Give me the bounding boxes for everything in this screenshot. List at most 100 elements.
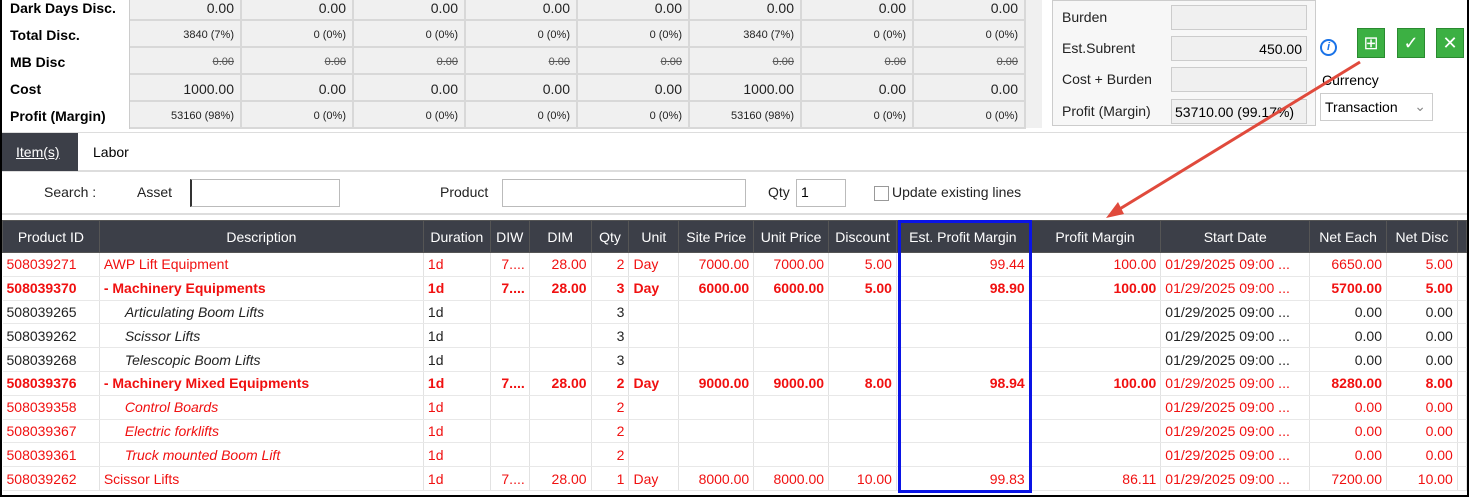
- cell-site-price[interactable]: [678, 347, 755, 372]
- table-row[interactable]: 508039367 Electric forklifts 1d 2 01/29/2025…: [2, 419, 1467, 444]
- cell-profit-margin[interactable]: 86.11: [1029, 466, 1162, 491]
- cell-start-date[interactable]: 01/29/2025 09:00 ...: [1160, 442, 1311, 468]
- cell-est-profit-margin[interactable]: [896, 395, 1030, 420]
- cell-net-disc[interactable]: 0.00: [1386, 323, 1458, 349]
- cell-dim[interactable]: [529, 300, 592, 325]
- column-header[interactable]: DIM: [528, 220, 592, 253]
- cell-dim[interactable]: 28.00: [529, 466, 592, 491]
- cell-profit-margin[interactable]: [1029, 300, 1162, 325]
- cell-net-each[interactable]: 0.00: [1309, 395, 1387, 420]
- cell-start-date[interactable]: 01/29/2025 09:00 ...: [1160, 419, 1311, 444]
- cell-dim[interactable]: [529, 323, 592, 349]
- cell-duration[interactable]: 1d: [423, 323, 491, 349]
- cell-dim[interactable]: 28.00: [529, 252, 592, 277]
- cell-product-id[interactable]: 508039361: [2, 442, 100, 468]
- cell-net-each[interactable]: 7200.00: [1309, 466, 1387, 491]
- cell-discount[interactable]: [828, 323, 897, 349]
- cell-unit-price[interactable]: [753, 419, 830, 444]
- cell-diw[interactable]: 7....: [490, 371, 530, 396]
- cell-start-date[interactable]: 01/29/2025 09:00 ...: [1160, 323, 1311, 349]
- column-header[interactable]: Duration: [422, 220, 491, 253]
- asset-input[interactable]: [190, 179, 340, 207]
- cell-unit-price[interactable]: [753, 442, 830, 468]
- cell-diw[interactable]: [490, 323, 530, 349]
- cell-unit-price[interactable]: 9000.00: [753, 371, 830, 396]
- update-existing-checkbox[interactable]: [874, 186, 889, 201]
- cell-site-price[interactable]: 9000.00: [678, 371, 755, 396]
- table-row[interactable]: 508039370- Machinery Equipments 1d 7.... 28…: [2, 276, 1467, 301]
- cell-unit[interactable]: Day: [628, 276, 680, 301]
- cell-discount[interactable]: [828, 442, 897, 468]
- column-header[interactable]: Net Each: [1309, 220, 1387, 253]
- cell-qty[interactable]: 3: [591, 347, 630, 372]
- cell-product-id[interactable]: 508039271: [2, 252, 100, 277]
- cell-start-date[interactable]: 01/29/2025 09:00 ...: [1160, 347, 1311, 372]
- cell-discount[interactable]: [828, 300, 897, 325]
- cell-dim[interactable]: 28.00: [529, 276, 592, 301]
- column-header[interactable]: Description: [98, 220, 424, 253]
- cell-net-disc[interactable]: 0.00: [1386, 442, 1458, 468]
- cell-unit[interactable]: [628, 442, 680, 468]
- cell-net-each[interactable]: 0.00: [1309, 347, 1387, 372]
- cell-description[interactable]: Telescopic Boom Lifts: [99, 347, 424, 372]
- cell-qty[interactable]: 2: [591, 419, 630, 444]
- confirm-button[interactable]: ✓: [1397, 28, 1425, 58]
- cell-discount[interactable]: [828, 395, 897, 420]
- cell-discount[interactable]: [828, 419, 897, 444]
- table-row[interactable]: 508039268 Telescopic Boom Lifts 1d 3 01/29/2…: [2, 347, 1467, 372]
- cell-net-disc[interactable]: 0.00: [1386, 419, 1458, 444]
- cell-qty[interactable]: 2: [591, 252, 630, 277]
- cell-qty[interactable]: 2: [591, 442, 630, 468]
- cell-net-each[interactable]: 0.00: [1309, 419, 1387, 444]
- cell-product-id[interactable]: 508039358: [2, 395, 100, 420]
- cell-net-disc[interactable]: 0.00: [1386, 300, 1458, 325]
- cell-start-date[interactable]: 01/29/2025 09:00 ...: [1160, 300, 1311, 325]
- cell-unit[interactable]: Day: [628, 252, 680, 277]
- cell-est-profit-margin[interactable]: [896, 419, 1030, 444]
- burden-field[interactable]: [1171, 5, 1307, 30]
- cell-dim[interactable]: [529, 395, 592, 420]
- cell-profit-margin[interactable]: 100.00: [1029, 276, 1162, 301]
- cell-start-date[interactable]: 01/29/2025 09:00 ...: [1160, 395, 1311, 420]
- cell-dim[interactable]: [529, 347, 592, 372]
- cell-profit-margin[interactable]: 100.00: [1029, 252, 1162, 277]
- cell-unit[interactable]: [628, 323, 680, 349]
- cell-duration[interactable]: 1d: [423, 395, 491, 420]
- cell-site-price[interactable]: [678, 395, 755, 420]
- cell-duration[interactable]: 1d: [423, 419, 491, 444]
- cell-est-profit-margin[interactable]: 99.83: [896, 466, 1030, 491]
- cell-description[interactable]: Truck mounted Boom Lift: [99, 442, 424, 468]
- cell-unit-price[interactable]: [753, 323, 830, 349]
- cancel-button[interactable]: ✕: [1436, 28, 1464, 58]
- tab-items[interactable]: Item(s): [2, 133, 78, 171]
- cell-net-disc[interactable]: 5.00: [1386, 276, 1458, 301]
- cell-est-profit-margin[interactable]: 98.90: [896, 276, 1030, 301]
- cell-start-date[interactable]: 01/29/2025 09:00 ...: [1160, 276, 1311, 301]
- column-header[interactable]: Product ID: [2, 220, 100, 253]
- cell-duration[interactable]: 1d: [423, 442, 491, 468]
- cell-product-id[interactable]: 508039265: [2, 300, 100, 325]
- cell-profit-margin[interactable]: [1029, 347, 1162, 372]
- cell-description[interactable]: Articulating Boom Lifts: [99, 300, 424, 325]
- cell-unit[interactable]: [628, 300, 680, 325]
- table-row[interactable]: 508039265 Articulating Boom Lifts 1d 3 01/29…: [2, 300, 1467, 325]
- qty-input[interactable]: 1: [796, 179, 846, 207]
- cell-net-each[interactable]: 0.00: [1309, 300, 1387, 325]
- cell-description[interactable]: Control Boards: [99, 395, 424, 420]
- cell-net-disc[interactable]: 0.00: [1386, 395, 1458, 420]
- cell-description[interactable]: - Machinery Equipments: [99, 276, 424, 301]
- cell-dim[interactable]: [529, 442, 592, 468]
- column-header[interactable]: Qty: [590, 220, 630, 253]
- tab-labor[interactable]: Labor: [93, 144, 129, 160]
- cell-unit-price[interactable]: [753, 347, 830, 372]
- cell-product-id[interactable]: 508039370: [2, 276, 100, 301]
- currency-select[interactable]: Transaction ⌄: [1320, 93, 1433, 121]
- calculator-button[interactable]: ⊞: [1357, 28, 1385, 58]
- cell-net-disc[interactable]: 0.00: [1386, 347, 1458, 372]
- info-icon[interactable]: i: [1320, 39, 1337, 56]
- cell-net-each[interactable]: 8280.00: [1309, 371, 1387, 396]
- cell-est-profit-margin[interactable]: 99.44: [896, 252, 1030, 277]
- cell-description[interactable]: Scissor Lifts: [99, 323, 424, 349]
- cell-site-price[interactable]: [678, 300, 755, 325]
- cell-description[interactable]: - Machinery Mixed Equipments: [99, 371, 424, 396]
